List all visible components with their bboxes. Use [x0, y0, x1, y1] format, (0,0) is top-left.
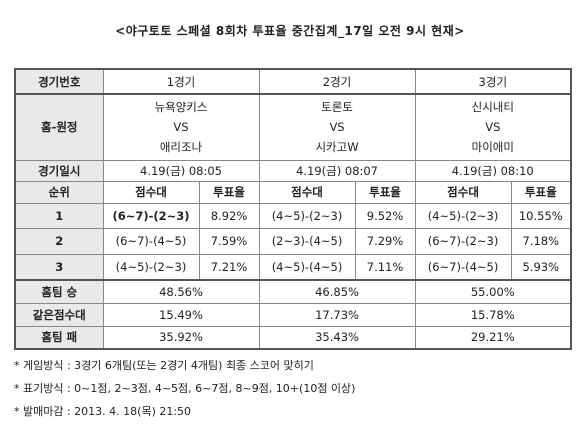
- rank-number: 3: [14, 253, 104, 281]
- note-deadline: * 발매마감 : 2013. 4. 18(목) 21:50: [14, 405, 192, 418]
- footnotes: * 게임방식 : 3경기 6개팀(또는 2경기 4개팀) 최종 스코어 맞히기 …: [14, 354, 574, 423]
- game-2-rank-3-score: (4~5)-(4~5): [258, 253, 356, 281]
- game-3-score-header: 점수대: [414, 180, 512, 204]
- game-3-away-team: 마이애미: [471, 140, 514, 155]
- same-range-row: 같은점수대 15.49% 17.73% 15.78%: [14, 302, 573, 327]
- game-3-rank-1-score: (4~5)-(2~3): [414, 202, 512, 229]
- home-win-label: 홈팀 승: [14, 279, 104, 304]
- game-1-rank-1-rate: 8.92%: [198, 202, 260, 229]
- game-2-home-loss: 35.43%: [258, 325, 416, 350]
- game-1-away-team: 애리조나: [159, 140, 203, 155]
- game-3-rank-2-rate: 7.18%: [510, 227, 573, 255]
- same-range-label: 같은점수대: [14, 302, 104, 327]
- note-notation: * 표기방식 : 0~1점, 2~3점, 4~5점, 6~7점, 8~9점, 1…: [14, 382, 356, 395]
- game-2-same-range: 17.73%: [258, 302, 416, 327]
- game-3-home-team: 신시내티: [471, 100, 514, 115]
- game-number-row: 경기번호 1경기 2경기 3경기: [14, 68, 573, 95]
- game-1-rank-1-score: (6~7)-(2~3): [102, 202, 200, 229]
- game-1-rank-2-score: (6~7)-(4~5): [102, 227, 200, 255]
- game-3-rank-3-rate: 5.93%: [510, 253, 573, 281]
- game-3-matchup: 신시내티 VS 마이애미: [414, 93, 573, 161]
- rank-row: 3 (4~5)-(2~3) 7.21% (4~5)-(4~5) 7.11% (6…: [14, 253, 573, 281]
- game-1-same-range: 15.49%: [102, 302, 260, 327]
- game-2-rank-3-rate: 7.11%: [354, 253, 416, 281]
- game-3-date: 4.19(금) 08:10: [414, 159, 573, 182]
- home-loss-row: 홈팀 패 35.92% 35.43% 29.21%: [14, 325, 573, 350]
- home-away-row: 홈-원정 뉴욕양키스 VS 애리조나 토론토 VS 시카고W 신시내티 VS 마…: [14, 93, 573, 161]
- game-2-home-win: 46.85%: [258, 279, 416, 304]
- game-1-rank-2-rate: 7.59%: [198, 227, 260, 255]
- game-3-vs: VS: [485, 120, 501, 135]
- game-2-rank-1-score: (4~5)-(2~3): [258, 202, 356, 229]
- game-2-away-team: 시카고W: [315, 140, 359, 155]
- game-date-label: 경기일시: [14, 159, 104, 182]
- game-2-rank-2-score: (2~3)-(4~5): [258, 227, 356, 255]
- game-1-home-team: 뉴욕양키스: [154, 100, 208, 115]
- game-2-rate-header: 투표율: [354, 180, 416, 204]
- game-number-label: 경기번호: [14, 68, 104, 95]
- home-loss-label: 홈팀 패: [14, 325, 104, 350]
- home-away-label: 홈-원정: [14, 93, 104, 161]
- game-3-home-loss: 29.21%: [414, 325, 573, 350]
- rank-number: 2: [14, 227, 104, 255]
- vote-rate-table: 경기번호 1경기 2경기 3경기 홈-원정 뉴욕양키스 VS 애리조나 토론토 …: [14, 68, 573, 350]
- rank-row: 2 (6~7)-(4~5) 7.59% (2~3)-(4~5) 7.29% (6…: [14, 227, 573, 255]
- game-2-matchup: 토론토 VS 시카고W: [258, 93, 416, 161]
- game-1-rank-3-score: (4~5)-(2~3): [102, 253, 200, 281]
- game-3-rank-1-rate: 10.55%: [510, 202, 573, 229]
- game-3-rate-header: 투표율: [510, 180, 573, 204]
- game-3-same-range: 15.78%: [414, 302, 573, 327]
- rank-row: 1 (6~7)-(2~3) 8.92% (4~5)-(2~3) 9.52% (4…: [14, 202, 573, 229]
- game-2-home-team: 토론토: [321, 100, 353, 115]
- game-2-rank-1-rate: 9.52%: [354, 202, 416, 229]
- game-2-number: 2경기: [258, 68, 416, 95]
- game-2-date: 4.19(금) 08:07: [258, 159, 416, 182]
- game-1-rate-header: 투표율: [198, 180, 260, 204]
- game-2-score-header: 점수대: [258, 180, 356, 204]
- rank-number: 1: [14, 202, 104, 229]
- game-date-row: 경기일시 4.19(금) 08:05 4.19(금) 08:07 4.19(금)…: [14, 159, 573, 182]
- game-3-rank-3-score: (6~7)-(4~5): [414, 253, 512, 281]
- game-1-rank-3-rate: 7.21%: [198, 253, 260, 281]
- game-1-score-header: 점수대: [102, 180, 200, 204]
- rank-header-row: 순위 점수대 투표율 점수대 투표율 점수대 투표율: [14, 180, 573, 204]
- game-1-vs: VS: [173, 120, 189, 135]
- home-win-row: 홈팀 승 48.56% 46.85% 55.00%: [14, 279, 573, 304]
- game-3-rank-2-score: (6~7)-(2~3): [414, 227, 512, 255]
- page-title: <야구토토 스페셜 8회차 투표율 중간집계_17일 오전 9시 현재>: [115, 24, 465, 38]
- rank-label: 순위: [14, 180, 104, 204]
- note-game-method: * 게임방식 : 3경기 6개팀(또는 2경기 4개팀) 최종 스코어 맞히기: [14, 359, 314, 372]
- game-2-rank-2-rate: 7.29%: [354, 227, 416, 255]
- game-2-vs: VS: [329, 120, 345, 135]
- game-1-number: 1경기: [102, 68, 260, 95]
- game-1-home-win: 48.56%: [102, 279, 260, 304]
- game-1-date: 4.19(금) 08:05: [102, 159, 260, 182]
- game-1-matchup: 뉴욕양키스 VS 애리조나: [102, 93, 260, 161]
- game-3-number: 3경기: [414, 68, 573, 95]
- game-1-home-loss: 35.92%: [102, 325, 260, 350]
- game-3-home-win: 55.00%: [414, 279, 573, 304]
